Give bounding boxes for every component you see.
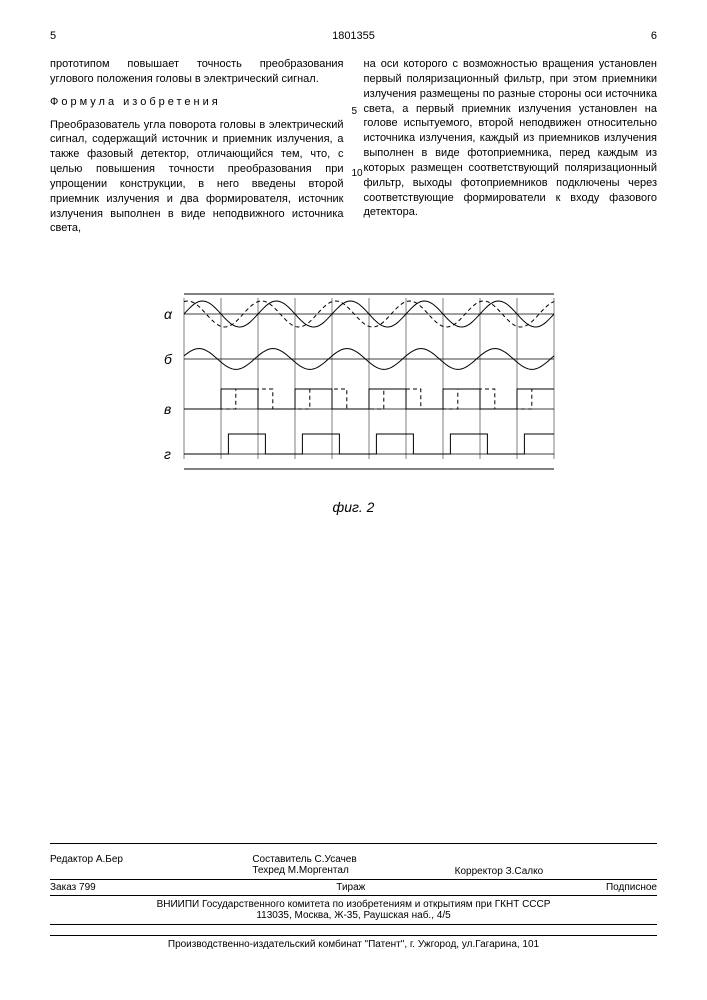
svg-text:в: в [164, 401, 171, 417]
editor: Редактор А.Бер [50, 854, 252, 877]
footer-org: ВНИИПИ Государственного комитета по изоб… [50, 896, 657, 925]
svg-text:б: б [164, 351, 173, 367]
line-num-5: 5 [352, 105, 358, 119]
circulation: Тираж [336, 882, 365, 893]
footer-printing: Производственно-издательский комбинат "П… [50, 935, 657, 950]
left-para2: Преобразователь угла поворота головы в э… [50, 118, 344, 237]
svg-text:г: г [164, 446, 171, 462]
corrector: Корректор З.Салко [455, 854, 657, 877]
waveform-diagram: α б в г [144, 284, 564, 494]
order-num: Заказ 799 [50, 882, 96, 893]
footer-credits: Редактор А.Бер Составитель С.Усачев Техр… [50, 854, 657, 880]
subscription: Подписное [606, 882, 657, 893]
left-para1: прототипом повышает точность преобразова… [50, 57, 344, 87]
text-columns: прототипом повышает точность преобразова… [50, 57, 657, 244]
right-column: 5 10 на оси которого с возможностью вращ… [364, 57, 658, 244]
figure-caption: фиг. 2 [50, 499, 657, 515]
left-column: прототипом повышает точность преобразова… [50, 57, 344, 244]
svg-text:α: α [164, 306, 173, 322]
figure-2: α б в г фиг. 2 [50, 284, 657, 515]
formula-title: Формула изобретения [50, 95, 344, 110]
footer-order: Заказ 799 Тираж Подписное [50, 880, 657, 896]
right-para1: на оси которого с возможностью вращения … [364, 57, 658, 220]
patent-number: 1801355 [332, 30, 375, 42]
line-num-10: 10 [352, 167, 363, 181]
page-right: 6 [651, 30, 657, 42]
compiler-tech: Составитель С.Усачев Техред М.Моргентал [252, 854, 454, 877]
footer: Редактор А.Бер Составитель С.Усачев Техр… [50, 843, 657, 950]
header-row: 5 1801355 6 [50, 30, 657, 42]
page-left: 5 [50, 30, 56, 42]
